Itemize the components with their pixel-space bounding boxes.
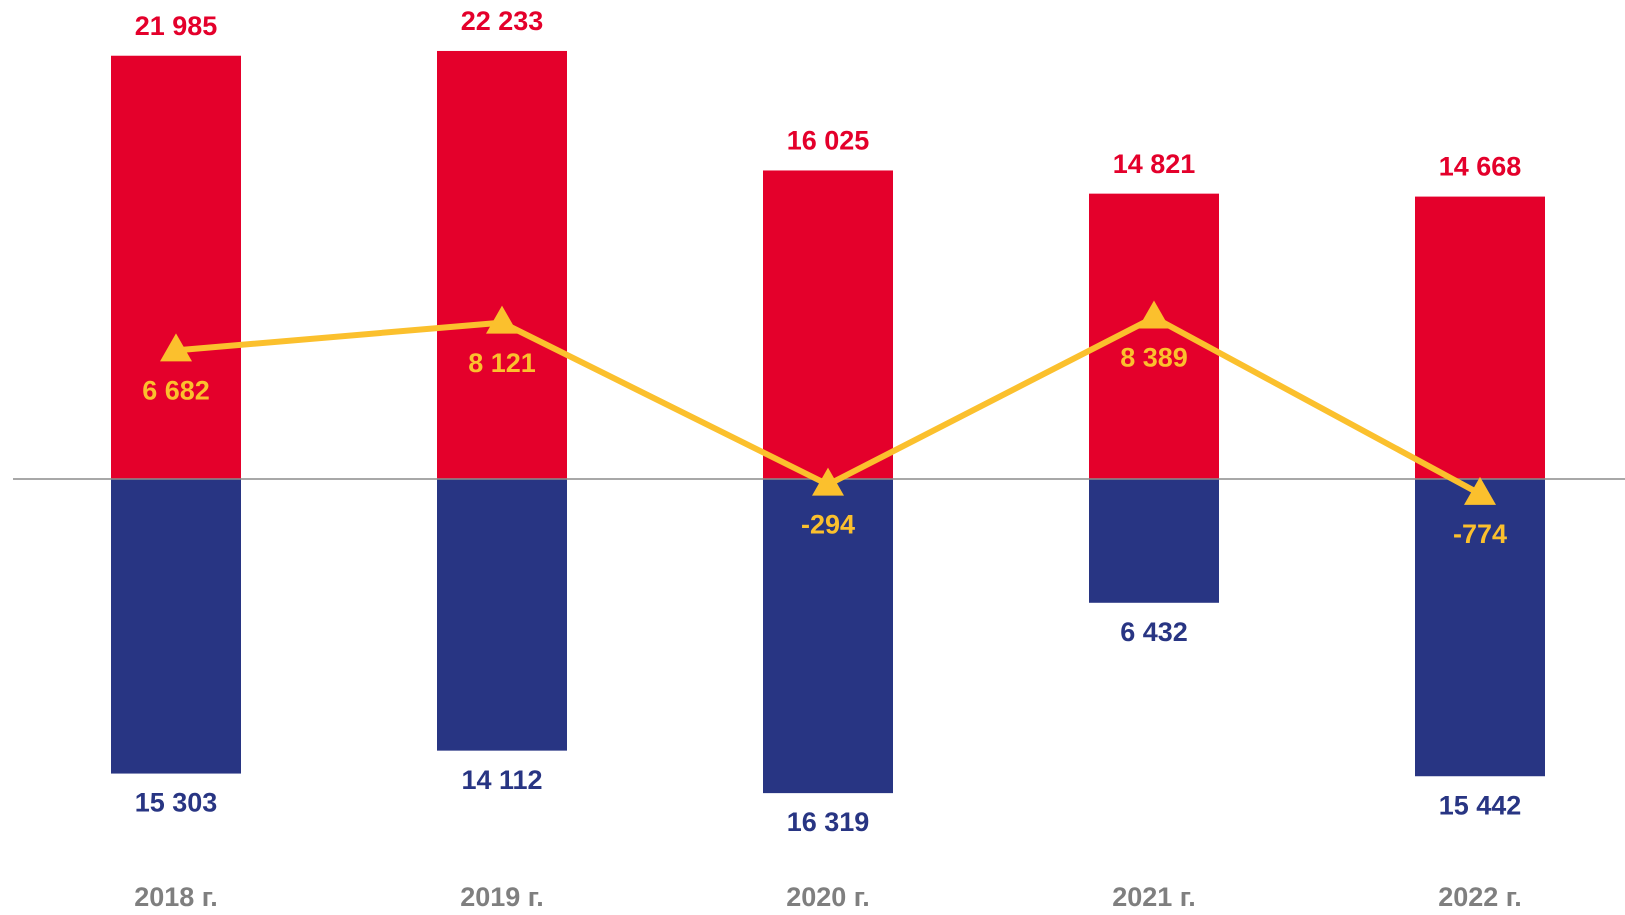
x-tick-label: 2022 г. bbox=[1438, 882, 1522, 912]
bar bbox=[1089, 193, 1219, 479]
value-label: 15 442 bbox=[1439, 790, 1522, 820]
line-value-label: -774 bbox=[1453, 519, 1507, 549]
bar bbox=[1415, 478, 1545, 777]
x-tick-label: 2018 г. bbox=[134, 882, 218, 912]
value-label: 6 432 bbox=[1120, 617, 1188, 647]
value-label: 14 821 bbox=[1113, 149, 1196, 179]
value-label: 14 668 bbox=[1439, 152, 1522, 182]
marker bbox=[486, 305, 518, 334]
value-label: 14 112 bbox=[461, 765, 542, 795]
line-value-label: 8 389 bbox=[1120, 343, 1188, 373]
value-label: 21 985 bbox=[135, 11, 218, 41]
value-label: 15 303 bbox=[135, 788, 218, 818]
x-tick-label: 2021 г. bbox=[1112, 882, 1196, 912]
marker bbox=[160, 333, 192, 362]
marker bbox=[1464, 476, 1496, 505]
value-label: 16 025 bbox=[787, 126, 870, 156]
line-value-label: 8 121 bbox=[468, 348, 536, 378]
line-value-label: 6 682 bbox=[142, 375, 210, 405]
marker bbox=[1138, 300, 1170, 329]
line-value-label: -294 bbox=[801, 510, 855, 540]
x-tick-label: 2019 г. bbox=[460, 882, 544, 912]
bar bbox=[437, 50, 567, 479]
x-tick-label: 2020 г. bbox=[786, 882, 870, 912]
bar bbox=[1089, 478, 1219, 603]
bar bbox=[111, 478, 241, 774]
value-label: 16 319 bbox=[787, 807, 870, 837]
bar bbox=[111, 55, 241, 479]
bar bbox=[1415, 196, 1545, 479]
bar bbox=[437, 478, 567, 751]
bar bbox=[763, 170, 893, 479]
marker bbox=[812, 467, 844, 496]
value-label: 22 233 bbox=[461, 6, 544, 36]
bar bbox=[763, 478, 893, 794]
